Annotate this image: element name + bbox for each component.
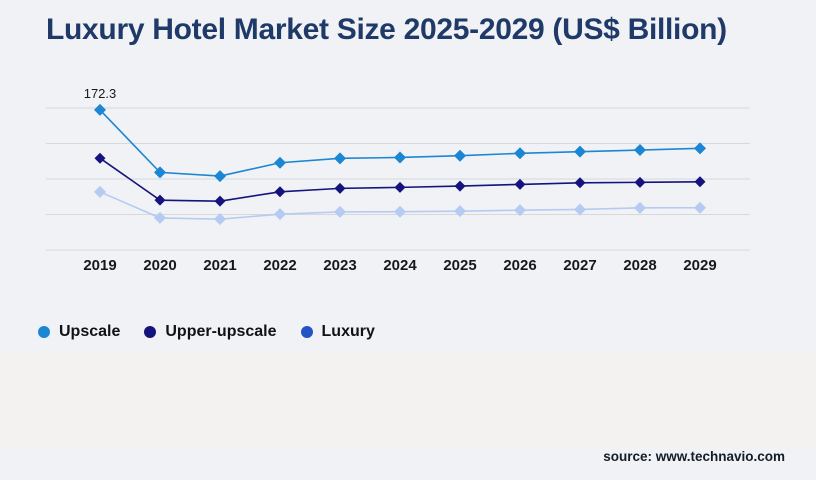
data-point-marker[interactable] — [394, 151, 406, 164]
legend-label-luxury: Luxury — [321, 323, 375, 340]
data-point-marker[interactable] — [514, 178, 526, 190]
data-point-marker[interactable] — [154, 194, 166, 206]
x-axis-label: 2027 — [563, 257, 596, 274]
x-axis-label: 2021 — [203, 257, 236, 274]
series-upper-upscale — [94, 152, 706, 207]
data-point-marker[interactable] — [694, 142, 706, 155]
legend-label-upscale: Upscale — [59, 323, 121, 340]
data-point-marker[interactable] — [634, 144, 646, 157]
gridlines — [46, 107, 750, 251]
data-point-marker[interactable] — [514, 204, 526, 217]
series-luxury — [94, 185, 706, 226]
data-point-marker[interactable] — [274, 208, 286, 221]
data-point-marker[interactable] — [334, 152, 346, 165]
source-attribution: source: www.technavio.com — [603, 449, 785, 464]
x-axis-label: 2024 — [383, 257, 417, 274]
data-point-marker[interactable] — [454, 180, 466, 192]
x-axis-label: 2026 — [503, 257, 536, 274]
data-point-marker[interactable] — [94, 103, 106, 116]
data-point-marker[interactable] — [154, 166, 166, 179]
data-point-marker[interactable] — [394, 181, 406, 193]
upscale-series-dot-icon — [38, 326, 50, 338]
legend-item-upper-upscale[interactable]: Upper-upscale — [144, 323, 277, 341]
x-axis-labels: 2019 2020 2021 2022 2023 2024 2025 2026 2027 2028… — [83, 257, 716, 274]
data-point-marker[interactable] — [214, 170, 226, 183]
data-point-marker[interactable] — [514, 147, 526, 160]
luxury-series-dot-icon — [300, 326, 313, 338]
data-point-marker[interactable] — [274, 186, 286, 198]
data-point-marker[interactable] — [634, 201, 646, 214]
data-point-marker[interactable] — [574, 177, 586, 189]
data-point-marker[interactable] — [574, 203, 586, 216]
background-band — [0, 352, 816, 448]
series-upscale — [94, 103, 706, 183]
data-point-marker[interactable] — [334, 182, 346, 194]
data-point-marker[interactable] — [454, 205, 466, 218]
legend-item-luxury[interactable]: Luxury — [300, 323, 375, 341]
legend-item-upscale[interactable]: Upscale — [38, 323, 120, 341]
data-point-marker[interactable] — [214, 195, 226, 207]
data-point-marker[interactable] — [454, 149, 466, 162]
data-point-marker[interactable] — [334, 205, 346, 218]
data-point-marker[interactable] — [694, 201, 706, 214]
data-point-marker[interactable] — [574, 145, 586, 158]
data-point-marker[interactable] — [694, 176, 706, 188]
data-point-marker[interactable] — [214, 213, 226, 226]
data-point-marker[interactable] — [154, 211, 166, 224]
chart-legend: Upscale Upper-upscale Luxury — [38, 323, 375, 341]
data-point-marker[interactable] — [274, 156, 286, 169]
data-point-marker[interactable] — [94, 152, 106, 164]
x-axis-label: 2028 — [623, 257, 656, 274]
data-point-marker[interactable] — [634, 176, 646, 188]
x-axis-label: 2023 — [323, 257, 356, 274]
x-axis-label: 2022 — [263, 257, 296, 274]
series-line — [99, 157, 701, 202]
upper-upscale-series-dot-icon — [144, 326, 157, 338]
data-point-marker[interactable] — [94, 185, 106, 198]
legend-label-upper-upscale: Upper-upscale — [165, 323, 277, 340]
data-label: 172.3 — [84, 86, 117, 101]
x-axis-label: 2020 — [143, 257, 176, 274]
chart-title: Luxury Hotel Market Size 2025-2029 (US$ … — [46, 13, 727, 46]
x-axis-label: 2025 — [443, 257, 476, 274]
data-point-marker[interactable] — [394, 205, 406, 218]
x-axis-label: 2029 — [683, 257, 716, 274]
x-axis-label: 2019 — [83, 257, 116, 274]
